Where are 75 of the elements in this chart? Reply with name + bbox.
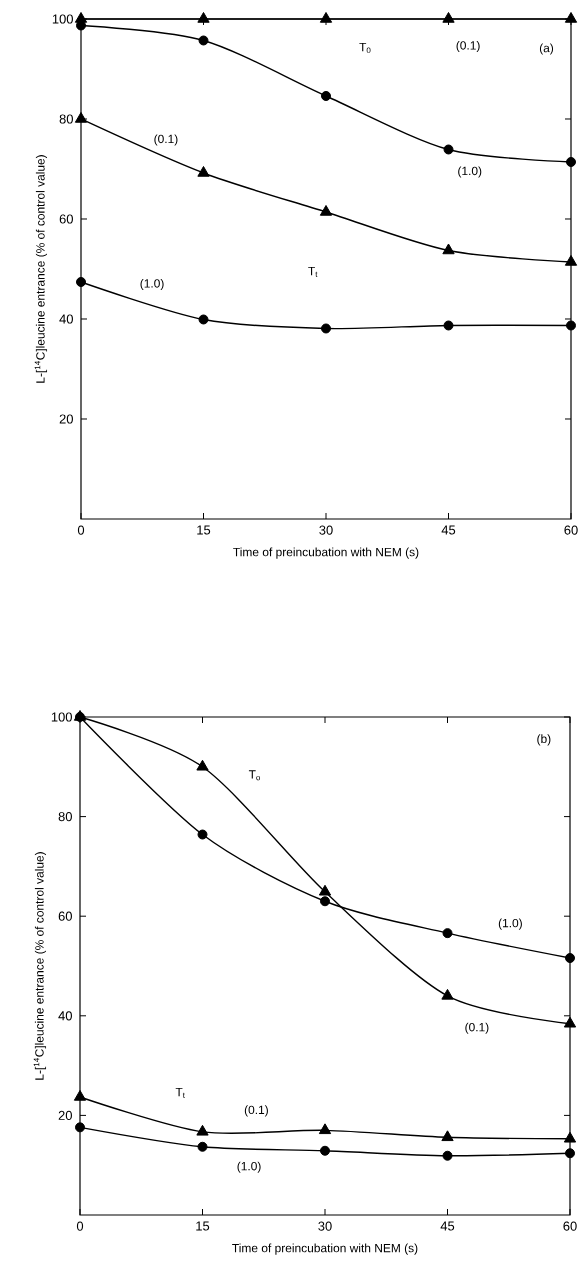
point [565, 1148, 575, 1159]
point [565, 953, 575, 964]
point [441, 1130, 454, 1142]
point [196, 759, 209, 771]
annotation: (1.0) [140, 278, 164, 291]
annotation: (b) [537, 734, 551, 746]
annotation: T$_{t}$ [308, 266, 318, 278]
y-tick-label: 20 [58, 1110, 72, 1120]
annotation: (0.1) [244, 1105, 268, 1117]
point [443, 320, 454, 331]
point [197, 11, 210, 23]
y-tick-label: 100 [52, 14, 73, 24]
point [564, 11, 578, 23]
y-tick-label: 60 [59, 214, 73, 224]
point [318, 884, 332, 896]
annotation: (1.0) [498, 918, 522, 930]
annotation: (1.0) [237, 1161, 261, 1173]
x-axis-title: Time of preincubation with NEM (s) [233, 547, 419, 559]
annotation: T$_{0}$ [359, 42, 371, 54]
point [321, 90, 331, 101]
y-tick-label: 40 [59, 314, 73, 324]
point [318, 1123, 332, 1135]
point [197, 1141, 208, 1152]
point [197, 165, 210, 177]
point [198, 314, 209, 325]
x-tick-label: 30 [319, 525, 333, 535]
point [321, 323, 331, 334]
y-axis-title: L-[$^{14}$C]leucine entrance (% of control value) [34, 155, 48, 383]
point [198, 35, 209, 46]
annotation: T$_{o}$ [248, 770, 261, 781]
point [320, 1145, 330, 1156]
x-tick-label: 15 [197, 525, 211, 535]
x-tick-label: 60 [564, 525, 578, 535]
annotation: (1.0) [458, 166, 482, 178]
point [442, 243, 455, 255]
x-tick-label: 30 [318, 1221, 332, 1231]
point [566, 156, 576, 167]
x-tick-label: 60 [563, 1221, 577, 1231]
point [563, 1016, 577, 1028]
y-axis-title: L-[$^{14}$C]leucine entrance (% of control value) [33, 852, 47, 1080]
point [566, 320, 576, 331]
x-tick-label: 0 [77, 525, 85, 535]
annotation: (0.1) [154, 134, 178, 146]
y-tick-label: 60 [58, 911, 72, 921]
point [74, 111, 88, 123]
point [441, 988, 454, 1000]
point [443, 144, 454, 155]
annotation: T$_{t}$ [175, 1087, 185, 1099]
point [442, 1150, 453, 1161]
y-tick-label: 80 [58, 812, 72, 822]
x-tick-label: 45 [440, 1221, 455, 1231]
point [319, 204, 333, 216]
point [564, 254, 578, 266]
point [320, 896, 330, 907]
annotation: (0.1) [465, 1022, 489, 1034]
annotation: (a) [539, 43, 554, 55]
point [442, 928, 453, 939]
point [319, 11, 333, 23]
point [197, 829, 208, 840]
annotation: (0.1) [456, 40, 480, 53]
point [75, 1122, 85, 1133]
y-tick-label: 100 [51, 712, 72, 722]
y-tick-label: 40 [58, 1011, 72, 1021]
point [73, 1089, 87, 1101]
y-tick-label: 80 [59, 114, 73, 124]
y-tick-label: 20 [59, 414, 73, 424]
point [563, 1131, 577, 1143]
x-tick-label: 15 [196, 1221, 210, 1231]
x-tick-label: 45 [441, 525, 456, 535]
point [196, 1124, 209, 1136]
point [74, 11, 88, 23]
point [76, 276, 86, 287]
x-tick-label: 0 [76, 1221, 84, 1231]
point [442, 11, 455, 23]
x-axis-title: Time of preincubation with NEM (s) [232, 1243, 418, 1255]
